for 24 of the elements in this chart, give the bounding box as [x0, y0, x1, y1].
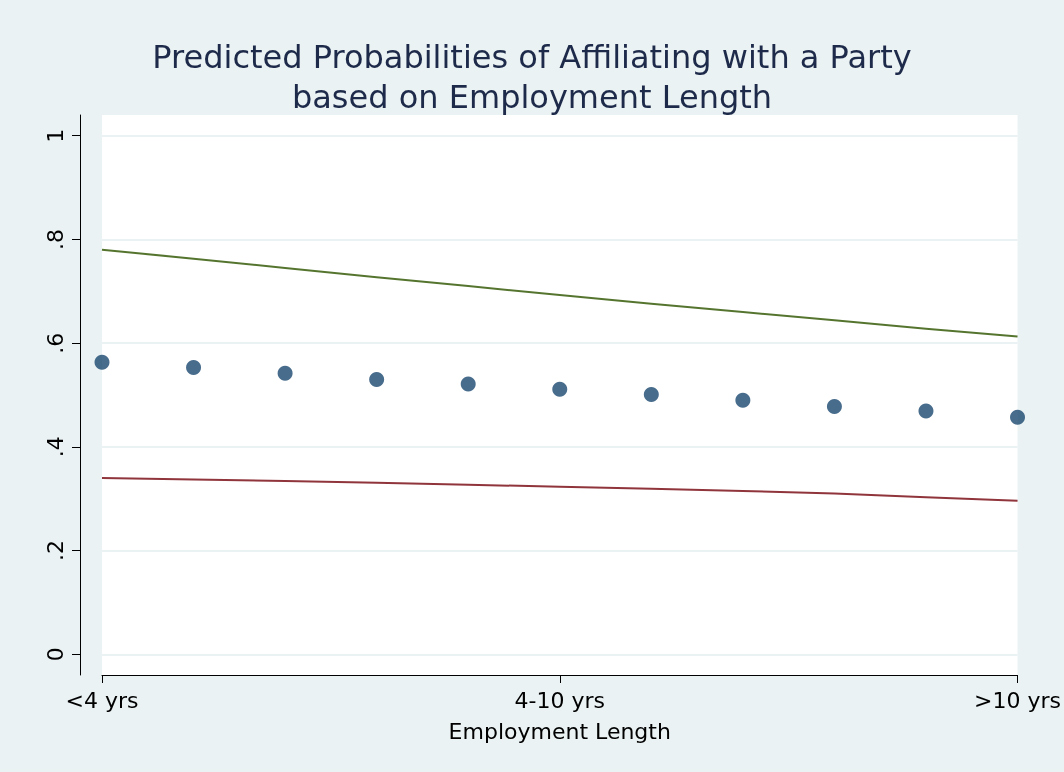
chart-title: Predicted Probabilities of Affiliating with a Party based on Employment Length: [152, 38, 912, 116]
line-series: [101, 248, 1019, 338]
x-tick-label: <4 yrs: [65, 687, 139, 713]
y-tick-label: 0: [42, 647, 68, 662]
point: [94, 354, 110, 370]
line-series: [101, 476, 1019, 502]
point: [277, 365, 293, 381]
point: [735, 392, 751, 408]
point: [918, 403, 934, 419]
x-axis-title: Employment Length: [448, 718, 671, 744]
point: [552, 381, 568, 397]
y-tick-label: .6: [42, 332, 68, 354]
point: [643, 386, 659, 402]
point: [460, 376, 476, 392]
x-tick-label: >10 yrs: [974, 687, 1061, 713]
y-tick-label: .4: [42, 436, 68, 458]
y-tick-label: .2: [42, 540, 68, 562]
point: [186, 360, 202, 376]
point: [826, 398, 842, 414]
y-tick-label: 1: [42, 128, 68, 143]
point: [369, 371, 385, 387]
point: [1010, 409, 1026, 425]
x-tick-label: 4-10 yrs: [514, 687, 605, 713]
y-tick-label: .8: [42, 228, 68, 250]
